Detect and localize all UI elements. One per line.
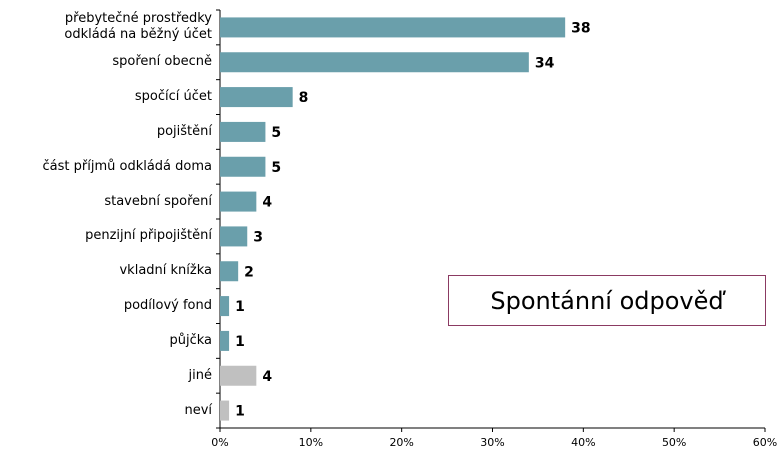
bar (220, 156, 266, 177)
category-labels: přebytečné prostředky odkládá na běžný ú… (0, 0, 212, 452)
bar (220, 191, 257, 212)
category-label: podílový fond (123, 298, 212, 314)
category-label: neví (184, 402, 212, 418)
bar (220, 330, 230, 351)
category-label: spočící účet (134, 89, 212, 105)
category-label: penzijní připojištění (85, 228, 212, 244)
category-label: stavební spoření (104, 193, 212, 209)
category-label: část příjmů odkládá doma (42, 158, 212, 174)
x-tick-label: 30% (480, 436, 504, 449)
bar (220, 121, 266, 142)
bar (220, 365, 257, 386)
bar (220, 17, 566, 38)
category-label: pojištění (156, 123, 212, 139)
x-tick-label: 50% (662, 436, 686, 449)
x-tick-label: 10% (299, 436, 323, 449)
value-label: 34 (535, 55, 555, 71)
annotation: Spontánní odpověď (448, 275, 766, 326)
category-label: jiné (188, 367, 212, 383)
value-label: 1 (235, 334, 245, 350)
bar (220, 52, 529, 73)
x-tick-label: 40% (571, 436, 595, 449)
value-label: 1 (235, 299, 245, 315)
value-label: 5 (271, 160, 281, 176)
value-label: 4 (262, 195, 272, 211)
value-label: 8 (299, 90, 309, 106)
value-label: 2 (244, 264, 254, 280)
value-label: 1 (235, 404, 245, 420)
bar (220, 296, 230, 317)
x-tick-label: 20% (389, 436, 413, 449)
category-label: přebytečné prostředky odkládá na běžný ú… (64, 11, 212, 43)
x-tick-label: 0% (211, 436, 228, 449)
value-label: 5 (271, 125, 281, 141)
value-label: 3 (253, 229, 263, 245)
value-label: 38 (571, 20, 590, 36)
category-label: spoření obecně (112, 54, 212, 70)
category-label: půjčka (169, 332, 212, 348)
category-label: vkladní knížka (119, 263, 212, 279)
x-tick-label: 60% (753, 436, 777, 449)
bar (220, 87, 293, 108)
bar (220, 400, 230, 421)
bar (220, 226, 248, 247)
value-label: 4 (262, 369, 272, 385)
bar (220, 261, 239, 282)
